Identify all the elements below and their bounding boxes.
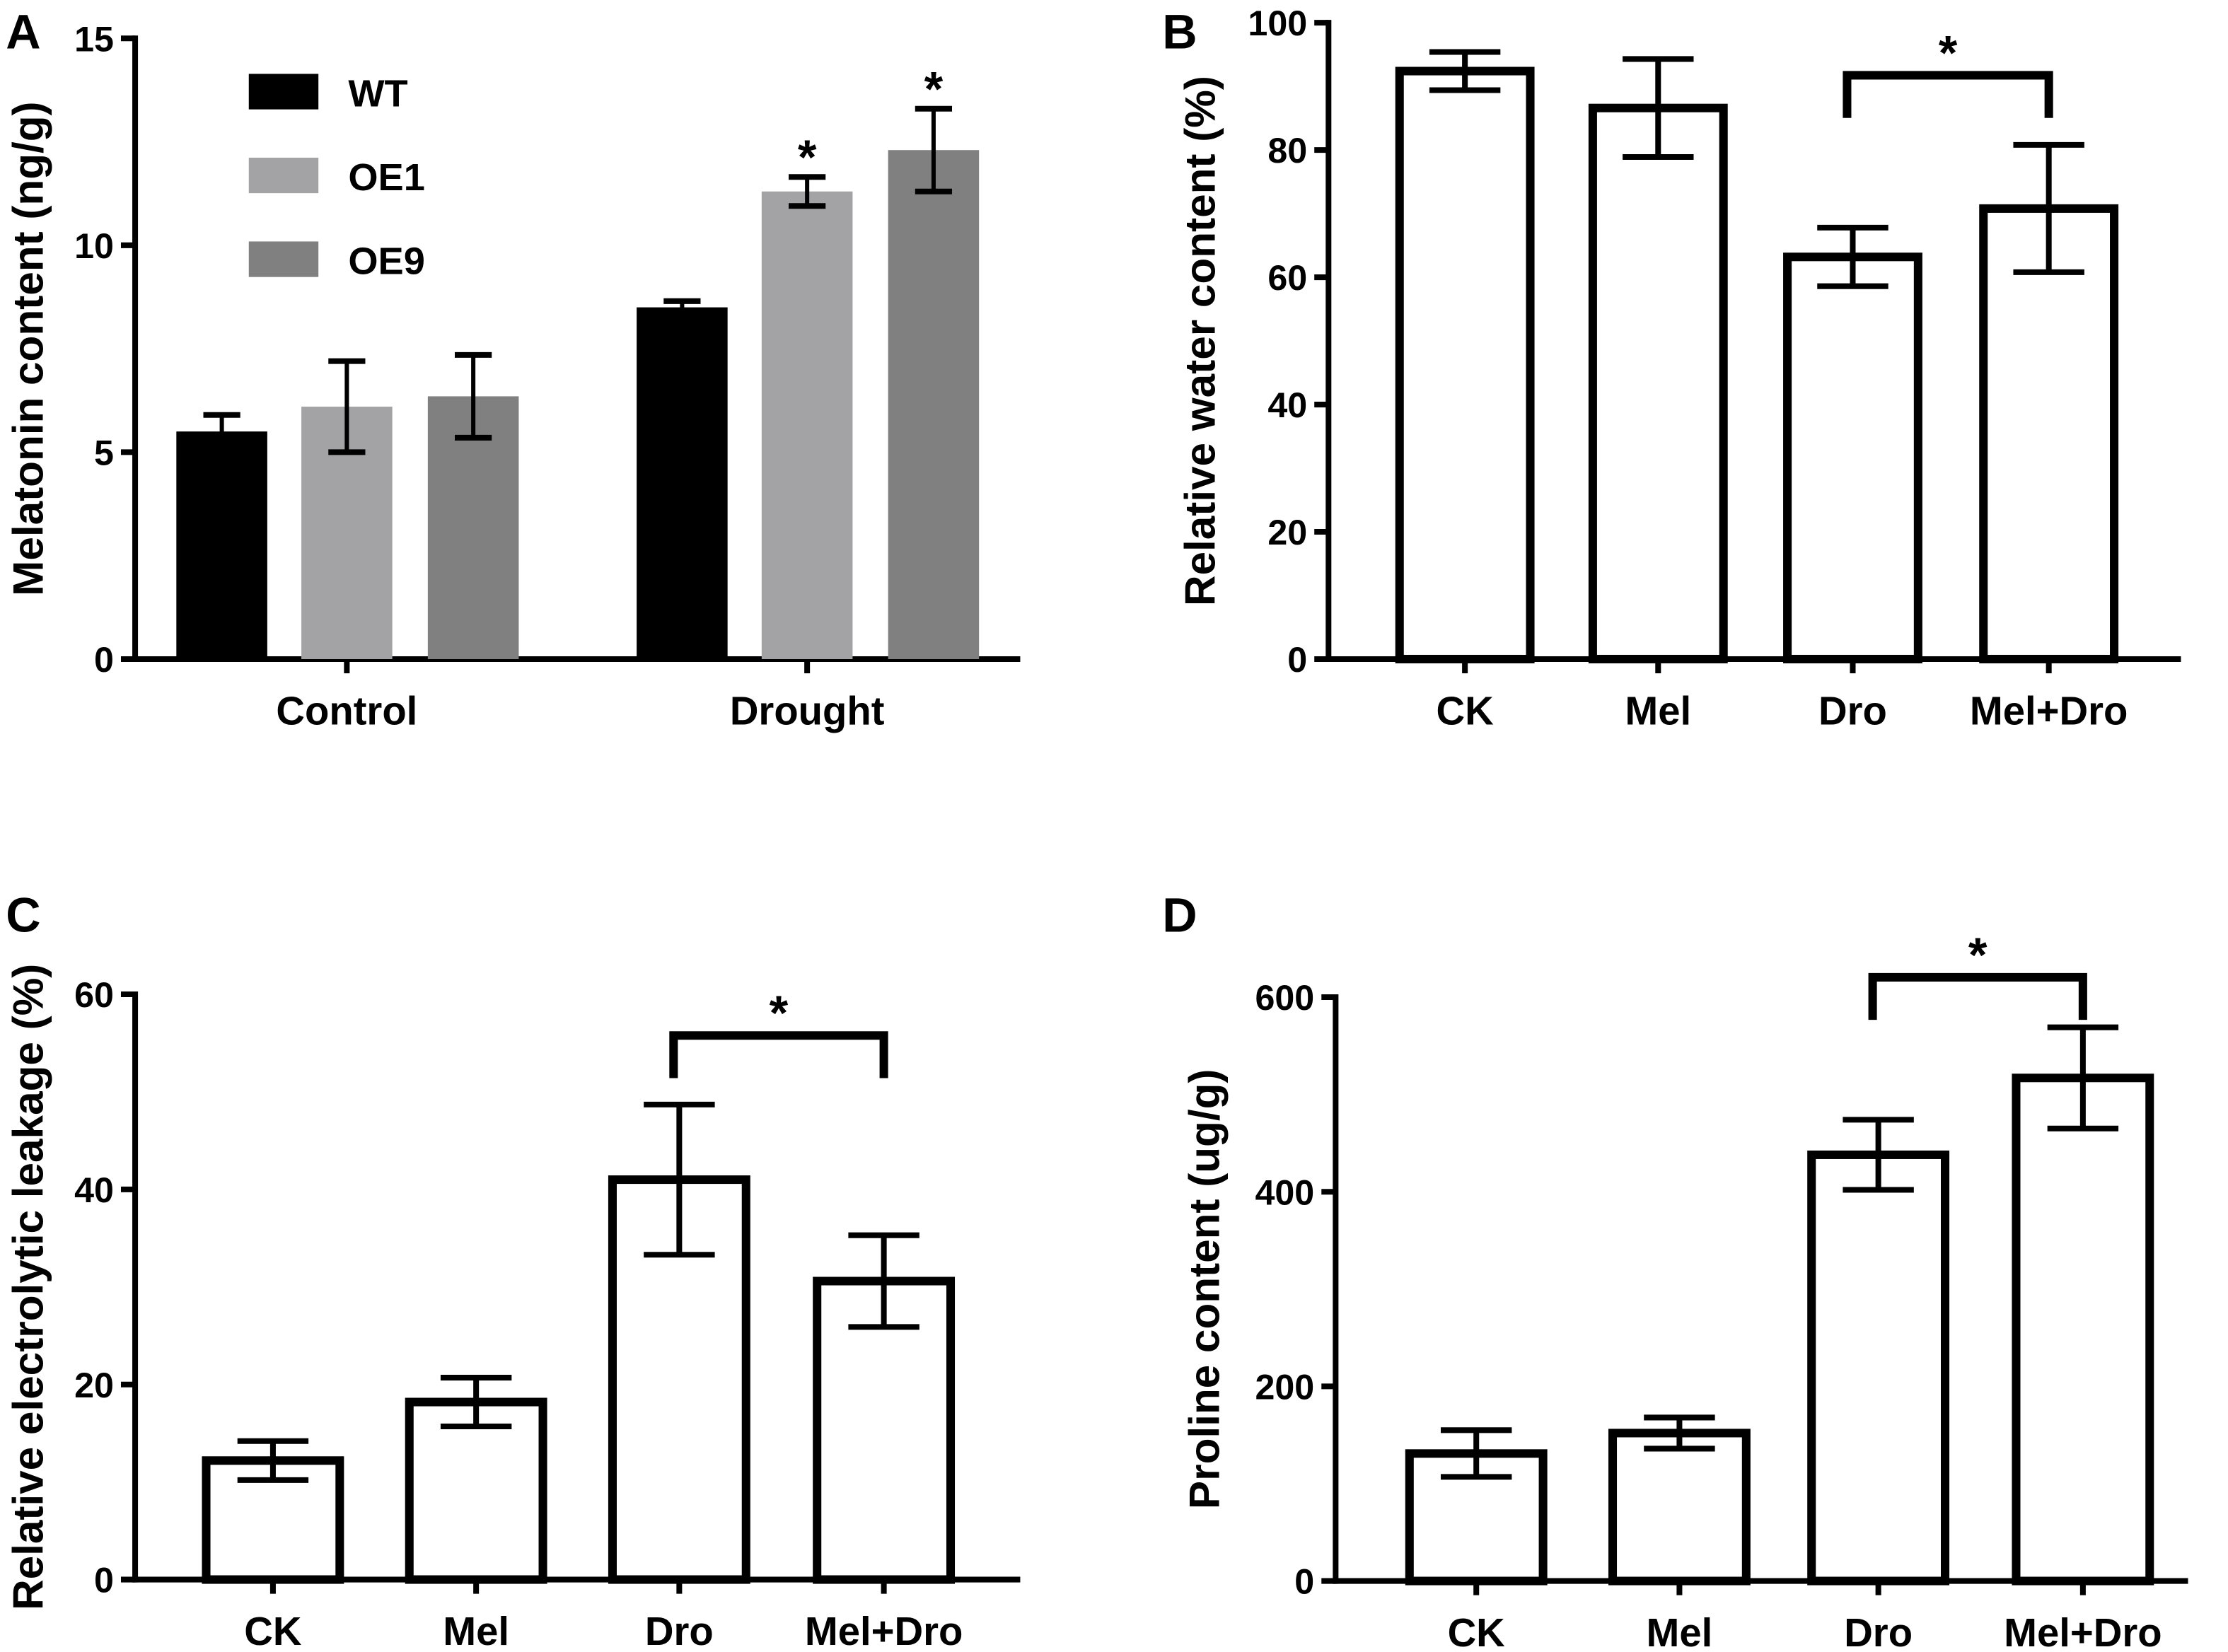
panel-letter: C [6, 889, 40, 943]
legend-swatch [248, 74, 319, 110]
y-tick-label: 0 [94, 1561, 114, 1600]
x-tick-label: Mel+Dro [2004, 1610, 2162, 1652]
y-axis-label: Melatonin content (ng/g) [4, 101, 52, 595]
significance-marker: * [924, 63, 944, 117]
bar-oe1 [761, 191, 853, 659]
y-tick-label: 0 [1294, 1562, 1314, 1602]
bar-wt [176, 431, 267, 659]
x-tick-label: Mel [1647, 1610, 1713, 1652]
significance-marker: * [798, 131, 817, 185]
y-tick-label: 20 [1267, 513, 1307, 552]
panel-c: C 0 20 40 60 Relative electrolytic leakage (%… [4, 889, 1021, 1652]
x-tick-label: Drought [730, 688, 885, 733]
y-tick-label: 0 [94, 640, 114, 680]
y-axis-label: Relative electrolytic leakage (%) [4, 964, 52, 1610]
x-tick-label: CK [1448, 1610, 1506, 1652]
bar [1807, 1150, 1950, 1586]
bar [405, 1397, 547, 1584]
panel-b: B 0 20 40 60 80 100 Relative water content (%) C… [1162, 4, 2181, 733]
x-tick-label: Control [276, 688, 417, 733]
significance-bracket [1843, 71, 2053, 118]
y-tick-label: 200 [1255, 1367, 1314, 1407]
y-tick-label: 600 [1255, 978, 1314, 1018]
x-tick-label: Dro [1818, 688, 1887, 733]
y-tick-label: 0 [1287, 640, 1307, 680]
panel-d: D 0 200 400 600 Proline content (ug/g) CK Mel Dr… [1162, 889, 2188, 1652]
panel-letter: A [6, 5, 40, 59]
y-tick-label: 15 [74, 19, 114, 59]
bar [1395, 66, 1535, 664]
legend-label: OE9 [348, 240, 425, 283]
x-tick-label: CK [1437, 688, 1495, 733]
x-tick-label: Dro [645, 1609, 714, 1652]
y-tick-label: 10 [74, 226, 114, 266]
y-axis-label: Proline content (ug/g) [1180, 1069, 1229, 1510]
y-tick-label: 40 [74, 1170, 114, 1210]
legend-swatch [248, 157, 319, 194]
significance-marker: * [1968, 929, 1988, 982]
panel-a: A 0 5 10 15 Melatonin content (ng/g) Control Dr… [4, 5, 1021, 733]
bar [1979, 204, 2119, 664]
x-tick-label: Mel+Dro [1970, 688, 2128, 733]
panel-letter: D [1162, 889, 1197, 943]
y-tick-label: 40 [1267, 385, 1307, 425]
y-tick-label: 5 [94, 433, 114, 472]
significance-bracket [669, 1031, 888, 1078]
bar [1588, 103, 1728, 664]
y-tick-label: 20 [74, 1366, 114, 1405]
y-tick-label: 100 [1248, 4, 1307, 43]
x-tick-label: CK [244, 1609, 302, 1652]
legend-label: OE1 [348, 156, 425, 199]
significance-marker: * [770, 987, 789, 1040]
x-tick-label: Mel [443, 1609, 509, 1652]
y-tick-label: 60 [74, 975, 114, 1015]
significance-bracket [1868, 972, 2087, 1020]
legend-label: WT [348, 73, 407, 115]
bar-wt [637, 307, 728, 659]
panel-letter: B [1162, 5, 1197, 59]
y-tick-label: 400 [1255, 1173, 1314, 1212]
y-tick-label: 80 [1267, 131, 1307, 170]
y-tick-label: 60 [1267, 258, 1307, 298]
bar [2012, 1074, 2154, 1586]
legend-swatch [248, 241, 319, 277]
bar [1783, 252, 1922, 664]
significance-marker: * [1939, 26, 1958, 80]
x-tick-label: Dro [1844, 1610, 1913, 1652]
bar [1608, 1429, 1751, 1586]
y-axis-label: Relative water content (%) [1176, 76, 1224, 606]
x-tick-label: Mel+Dro [805, 1609, 963, 1652]
x-tick-label: Mel [1625, 688, 1691, 733]
bar-oe9 [888, 150, 980, 659]
